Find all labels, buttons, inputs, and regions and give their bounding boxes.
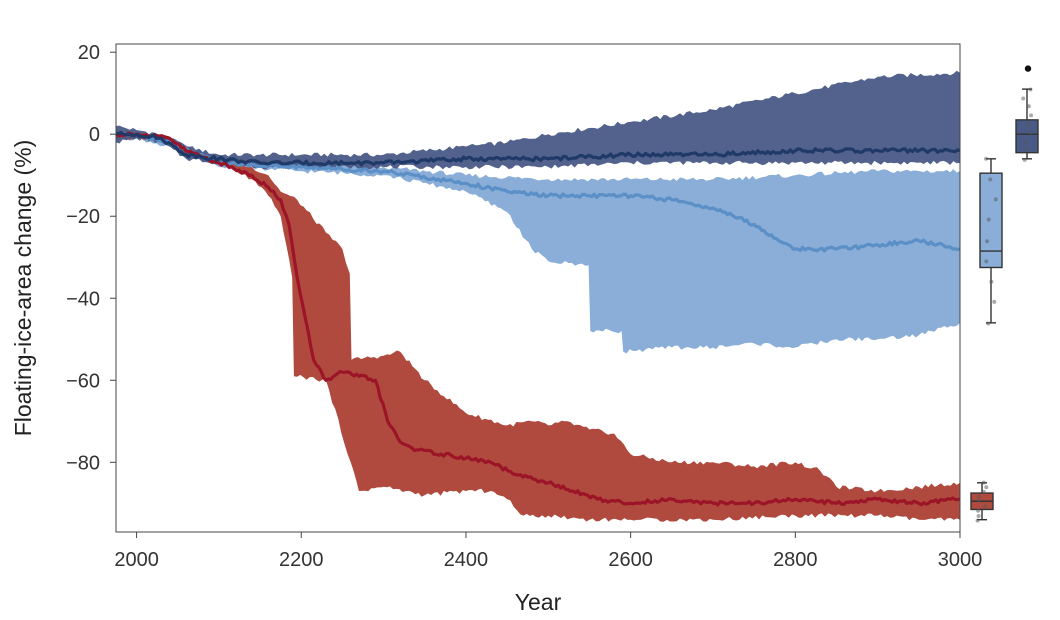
boxplot-point xyxy=(1028,87,1033,92)
x-axis-title: Year xyxy=(515,589,562,615)
boxplot-point xyxy=(983,504,988,509)
x-tick-label: 2200 xyxy=(279,549,324,571)
boxplot-point xyxy=(981,489,986,494)
boxplot-point xyxy=(986,321,991,326)
boxplot-point xyxy=(989,279,994,284)
boxplot-point xyxy=(985,239,990,244)
y-tick-label: 20 xyxy=(78,42,100,64)
boxplot-point xyxy=(984,259,989,264)
boxplot-point xyxy=(988,177,993,182)
uncertainty-bands xyxy=(116,70,960,522)
boxplot-point xyxy=(1026,104,1031,109)
boxplot-point xyxy=(981,480,986,485)
boxplot-low xyxy=(970,480,994,523)
boxplot-point xyxy=(984,156,989,161)
y-tick-label: −60 xyxy=(66,370,100,392)
y-tick-label: −20 xyxy=(66,206,100,228)
x-tick-label: 2400 xyxy=(444,549,489,571)
boxplot-point xyxy=(976,494,981,499)
boxplots xyxy=(970,65,1039,523)
boxplot-point xyxy=(976,498,981,503)
median-line-mid xyxy=(116,131,961,253)
median-line-low xyxy=(115,131,961,507)
y-tick-label: −40 xyxy=(66,288,100,310)
boxplot-point xyxy=(975,518,980,523)
boxplot-point xyxy=(993,197,998,202)
boxplot-point xyxy=(976,508,981,513)
y-axis-title: Floating-ice-area change (%) xyxy=(10,140,36,437)
boxplot-outlier xyxy=(1024,65,1032,72)
band-high xyxy=(116,70,960,170)
boxplot-point xyxy=(1029,130,1034,135)
x-tick-label: 2600 xyxy=(608,549,653,571)
band-mid xyxy=(116,130,960,354)
median-line-high xyxy=(115,130,961,167)
x-tick-label: 3000 xyxy=(938,549,983,571)
y-axis-ticks: 20 0 −20 −40 −60 −80 xyxy=(66,42,116,474)
boxplot-high xyxy=(1015,65,1039,162)
y-tick-label: 0 xyxy=(89,124,100,146)
boxplot-point xyxy=(984,485,989,490)
median-lines xyxy=(115,130,961,507)
x-axis-ticks: 2000 2200 2400 2600 2800 3000 xyxy=(114,532,982,571)
boxplot-point xyxy=(976,513,981,518)
boxplot-point xyxy=(986,217,991,222)
x-tick-label: 2000 xyxy=(114,549,159,571)
x-tick-label: 2800 xyxy=(773,549,818,571)
plot-frame xyxy=(115,43,961,533)
boxplot-mid xyxy=(979,156,1003,326)
boxplot-box xyxy=(1015,119,1039,154)
boxplot-point xyxy=(1024,147,1029,152)
boxplot-point xyxy=(1022,157,1027,162)
boxplot-point xyxy=(992,299,997,304)
boxplot-point xyxy=(1026,122,1031,127)
boxplot-point xyxy=(1022,140,1027,145)
boxplot-point xyxy=(1021,96,1026,101)
band-low xyxy=(116,130,960,522)
boxplot-point xyxy=(1029,113,1034,118)
boxplot-box xyxy=(979,172,1003,269)
y-tick-label: −80 xyxy=(66,452,100,474)
